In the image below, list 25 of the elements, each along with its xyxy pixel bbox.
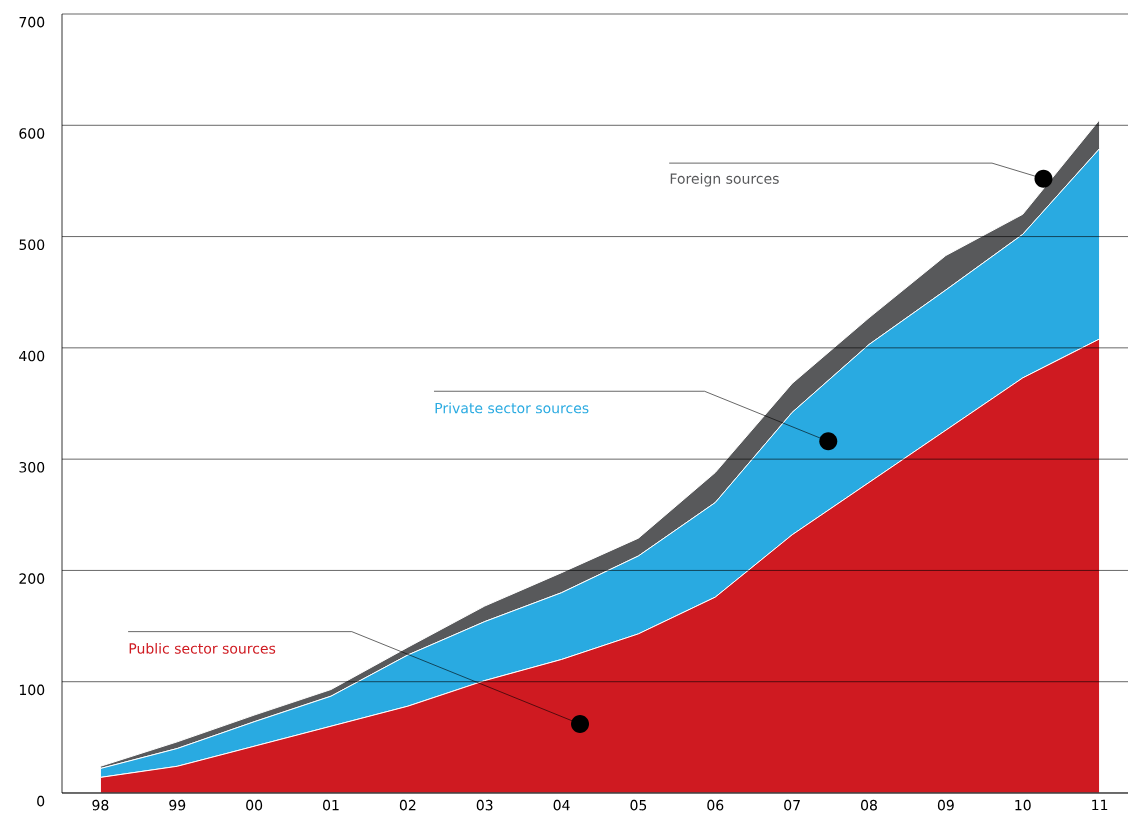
- y-tick-label: 500: [19, 239, 45, 251]
- y-tick-label: 400: [19, 350, 45, 362]
- y-tick-label: 300: [19, 462, 45, 473]
- x-tick-label: 05: [630, 799, 647, 811]
- y-tick-label: 0: [37, 795, 45, 807]
- x-tick-label: 99: [169, 799, 186, 811]
- x-tick-label: 03: [476, 799, 493, 811]
- x-tick-label: 02: [399, 799, 416, 811]
- text: Public sector sources: [129, 642, 276, 654]
- x-tick-label: 11: [1092, 799, 1108, 811]
- y-tick-label: 100: [19, 684, 45, 696]
- x-tick-label: 00: [246, 799, 263, 811]
- y-tick-label: 700: [19, 16, 45, 28]
- text: Foreign sources: [670, 173, 779, 187]
- x-tick-label: 98: [92, 799, 109, 811]
- x-tick-label: 08: [861, 799, 877, 811]
- x-tick-label: 04: [553, 799, 570, 811]
- x-tick-label: 06: [707, 799, 724, 811]
- x-tick-label: 01: [323, 799, 339, 811]
- y-tick-label: 600: [19, 128, 45, 139]
- y-tick-label: 200: [19, 573, 45, 584]
- x-tick-label: 07: [784, 799, 800, 811]
- text: Private sector sources: [435, 402, 589, 414]
- x-tick-label: 10: [1015, 799, 1031, 811]
- x-tick-label: 09: [937, 799, 954, 811]
